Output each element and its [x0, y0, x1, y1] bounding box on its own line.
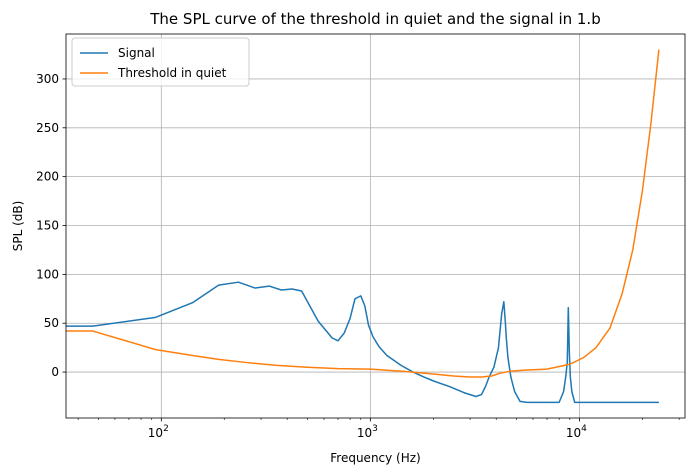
- chart-title: The SPL curve of the threshold in quiet …: [149, 10, 600, 28]
- y-tick-label: 200: [36, 170, 59, 184]
- axis-ticks: 0 50 100 150 200 250 300 102 103 104: [36, 72, 680, 440]
- legend-label: Threshold in quiet: [117, 66, 227, 80]
- legend-label: Signal: [118, 46, 155, 60]
- series-line-0: [66, 281, 659, 404]
- y-tick-label: 0: [51, 365, 59, 379]
- series-line-1: [66, 49, 660, 378]
- y-axis-label: SPL (dB): [11, 201, 25, 252]
- y-tick-label: 50: [44, 316, 59, 330]
- y-tick-label: 100: [36, 267, 59, 281]
- x-tick-label: 104: [566, 424, 587, 440]
- y-tick-label: 250: [36, 121, 59, 135]
- plot-area-frame: [65, 33, 686, 419]
- grid-lines: [66, 34, 685, 418]
- x-tick-label: 102: [148, 424, 169, 440]
- y-tick-label: 150: [36, 219, 59, 233]
- legend-box: [71, 37, 250, 87]
- legend: Signal Threshold in quiet: [71, 37, 250, 87]
- x-axis-label: Frequency (Hz): [330, 451, 421, 465]
- series-lines: [66, 49, 660, 404]
- y-tick-label: 300: [36, 72, 59, 86]
- x-tick-label: 103: [357, 424, 378, 440]
